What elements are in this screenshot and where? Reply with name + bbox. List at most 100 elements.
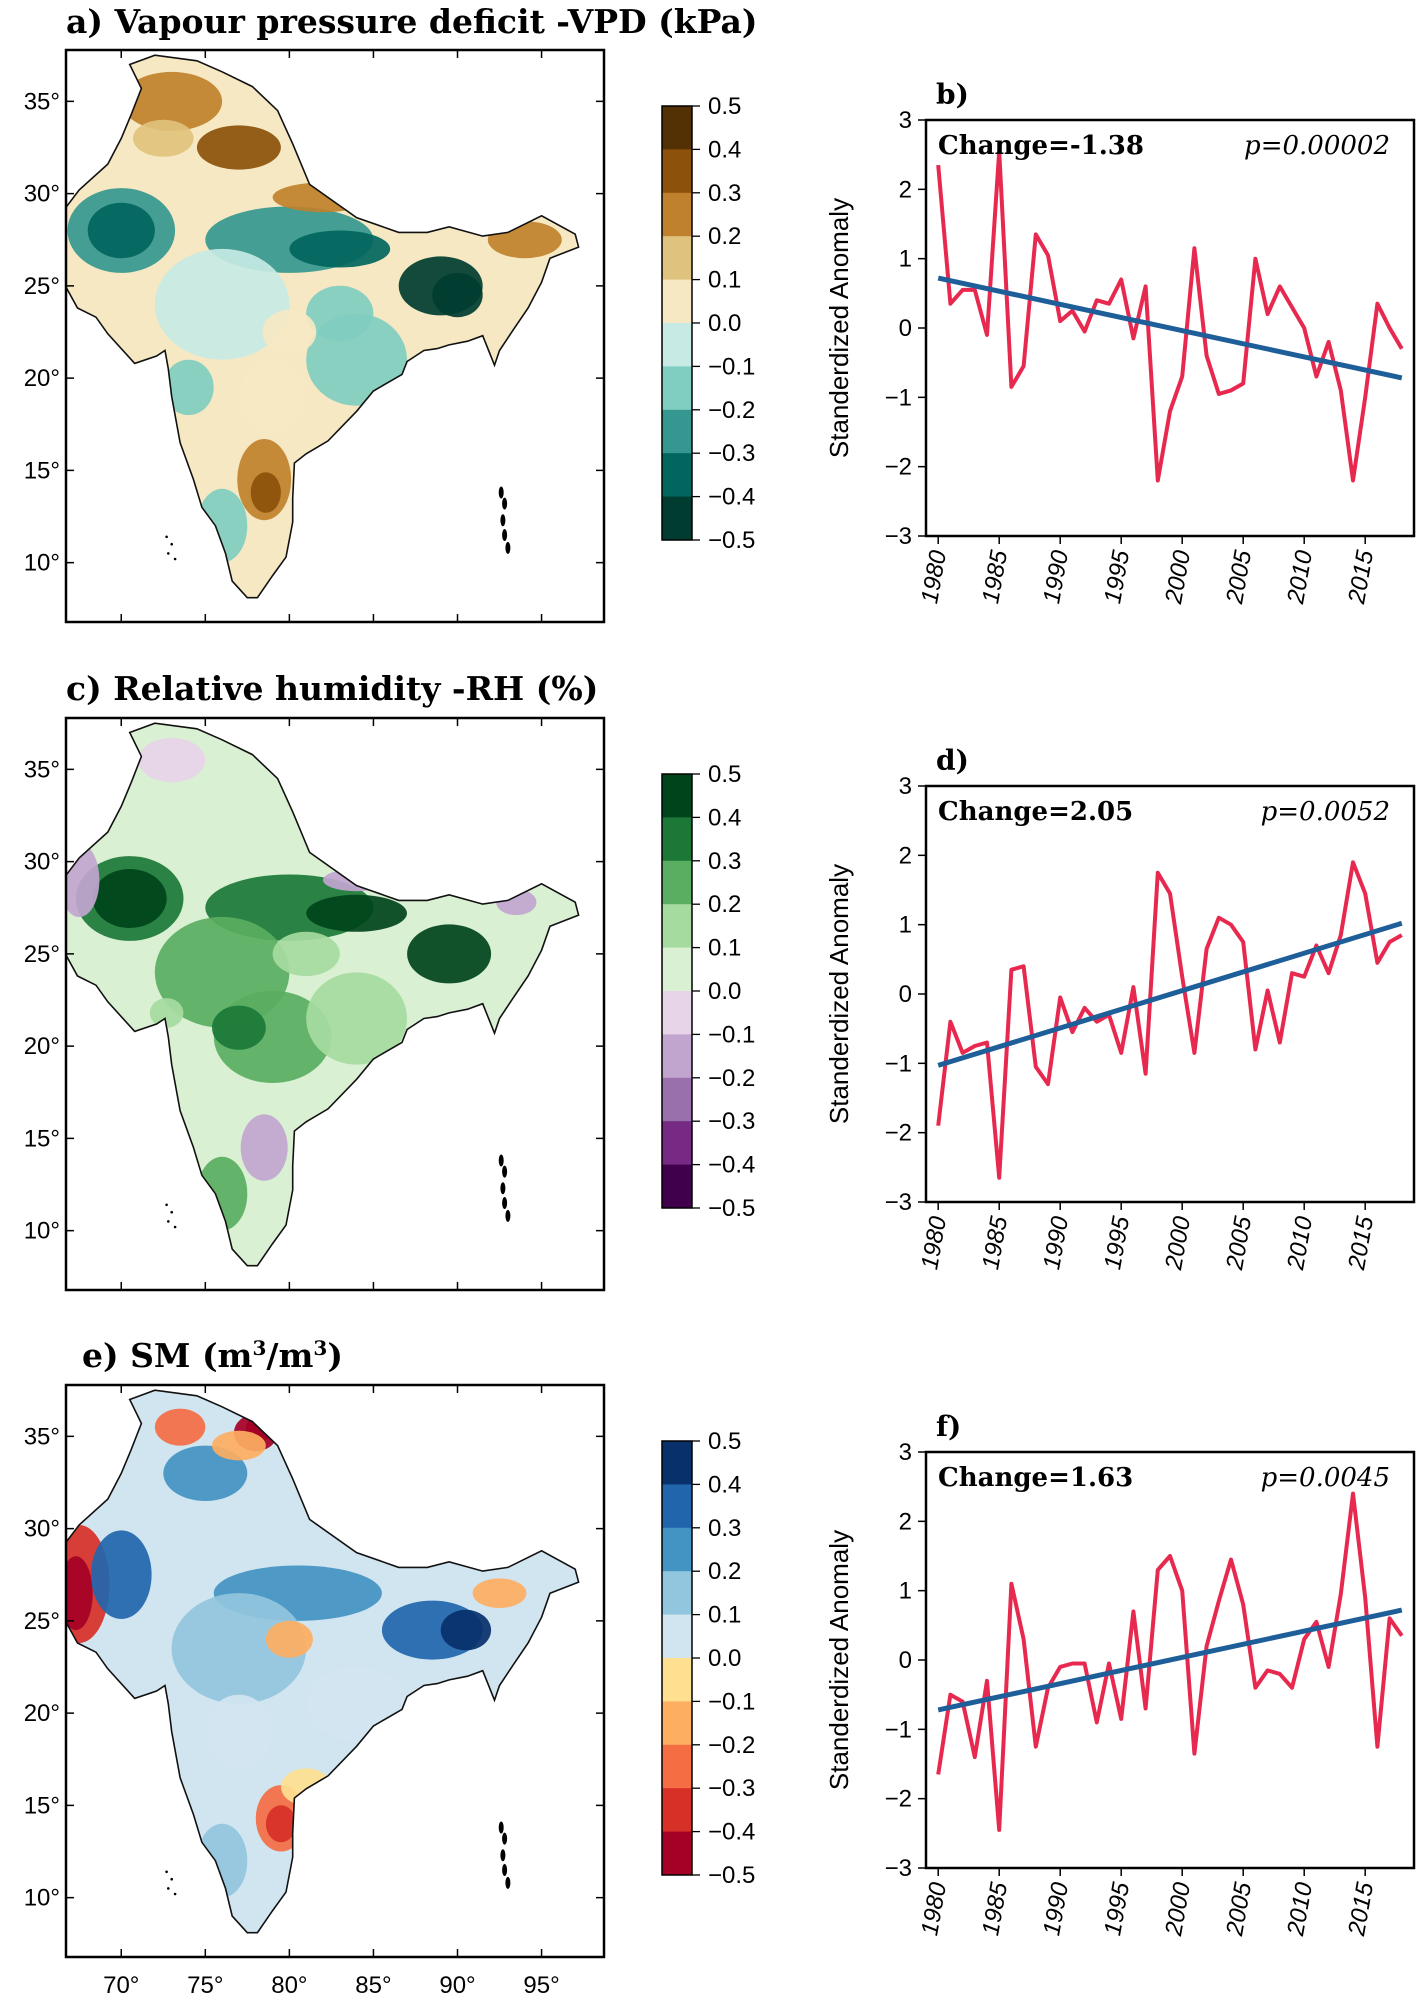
- y-tick-label: 2: [899, 176, 912, 203]
- anomaly-patch: [154, 248, 290, 360]
- vpd-map-title: a) Vapour pressure deficit -VPD (kPa): [66, 2, 758, 41]
- colorbar-band: [662, 323, 692, 367]
- y-tick-label: −3: [885, 523, 912, 550]
- colorbar-tick-label: 0.4: [708, 1471, 741, 1498]
- island: [498, 1154, 504, 1167]
- island: [500, 514, 506, 527]
- x-tick-label: 1990: [1038, 548, 1074, 606]
- anomaly-patch: [66, 1556, 93, 1631]
- island: [170, 1210, 173, 1214]
- colorbar-tick-label: −0.3: [708, 1775, 755, 1802]
- sm-colorbar: 0.5 0.4 0.3 0.2 0.1 0.0 −0.1 −0.2 −0.3 −0.4 −0.5: [661, 1428, 755, 1889]
- vpd-colorbar: 0.5 0.4 0.3 0.2 0.1 0.0 −0.1 −0.2 −0.3 −0.4 −0.5: [661, 93, 755, 554]
- y-axis-title: Standerdized Anomaly: [824, 198, 854, 458]
- y-tick-label: 1: [899, 246, 912, 273]
- colorbar-tick-label: −0.2: [708, 1732, 755, 1759]
- x-tick-label: 1990: [1038, 1880, 1074, 1938]
- colorbar-tick-label: 0.4: [708, 136, 741, 163]
- vpd-map-panel: a) Vapour pressure deficit -VPD (kPa) 35…: [24, 2, 758, 624]
- x-tick-label: 2015: [1343, 548, 1379, 607]
- colorbar-tick-label: −0.1: [708, 1688, 755, 1715]
- anomaly-series-line: [936, 860, 1403, 1180]
- x-tick-label: 2010: [1282, 1214, 1318, 1273]
- colorbar-band: [662, 453, 692, 498]
- colorbar-band: [662, 149, 692, 194]
- anomaly-patch: [265, 1805, 297, 1843]
- p-value-annotation: p=0.0045: [1261, 1463, 1390, 1493]
- island: [502, 1197, 508, 1209]
- x-tick-label: 1980: [916, 548, 952, 606]
- change-annotation: Change=2.05: [938, 797, 1133, 827]
- colorbar-band: [662, 1077, 692, 1122]
- lat-tick-label: 25°: [24, 1608, 60, 1635]
- colorbar-tick-label: 0.3: [708, 848, 741, 875]
- anomaly-field: [66, 1408, 527, 1898]
- colorbar-band: [662, 1121, 692, 1166]
- anomaly-patch: [250, 472, 281, 513]
- x-tick-label: 2000: [1160, 1214, 1196, 1273]
- anomaly-patch: [212, 1430, 266, 1461]
- anomaly-patch: [121, 71, 223, 131]
- colorbar-tick-label: 0.4: [708, 804, 741, 831]
- y-tick-label: 0: [899, 981, 912, 1008]
- colorbar-band: [662, 904, 692, 949]
- anomaly-patch: [133, 119, 194, 157]
- y-tick-label: 2: [899, 842, 912, 869]
- colorbar-band: [662, 106, 692, 150]
- lon-tick-label: 70°: [103, 1972, 139, 1999]
- colorbar-band: [662, 1701, 692, 1746]
- lon-tick-label: 85°: [355, 1972, 391, 1999]
- p-value-annotation: p=0.0052: [1261, 797, 1390, 827]
- x-tick-label: 1985: [977, 548, 1013, 606]
- lat-tick-label: 25°: [24, 273, 60, 300]
- anomaly-patch: [432, 273, 483, 318]
- anomaly-patch: [306, 972, 407, 1065]
- island: [173, 1225, 177, 1229]
- colorbar-tick-label: −0.3: [708, 1108, 755, 1135]
- island: [500, 1182, 506, 1195]
- lon-tick-label: 75°: [187, 1972, 223, 1999]
- y-axis-title: Standerdized Anomaly: [824, 1530, 854, 1790]
- colorbar-tick-label: 0.0: [708, 310, 741, 337]
- island: [170, 1877, 173, 1881]
- change-annotation: Change=1.63: [938, 1463, 1133, 1493]
- lon-tick-label: 95°: [523, 1972, 559, 1999]
- y-tick-label: 1: [899, 1578, 912, 1605]
- y-tick-label: 0: [899, 315, 912, 342]
- country-border: [66, 722, 580, 1267]
- colorbar-tick-label: −0.2: [708, 397, 755, 424]
- island: [505, 1209, 511, 1222]
- y-tick-label: −1: [885, 1050, 912, 1077]
- island: [165, 535, 168, 539]
- colorbar-band: [662, 1614, 692, 1659]
- island: [165, 1870, 168, 1874]
- lat-tick-label: 30°: [24, 849, 60, 876]
- island: [167, 1220, 170, 1223]
- y-tick-label: −2: [885, 454, 912, 481]
- colorbar-band: [662, 1571, 692, 1616]
- anomaly-series-line: [936, 1491, 1404, 1832]
- rh-colorbar: 0.5 0.4 0.3 0.2 0.1 0.0 −0.1 −0.2 −0.3 −0.4 −0.5: [661, 761, 755, 1222]
- island: [167, 552, 170, 555]
- lat-tick-label: 15°: [24, 1125, 60, 1152]
- colorbar-tick-label: −0.5: [708, 527, 755, 554]
- anomaly-patch: [472, 1578, 527, 1608]
- lat-tick-label: 10°: [24, 1885, 60, 1912]
- island: [502, 529, 508, 541]
- y-tick-label: −2: [885, 1120, 912, 1147]
- anomaly-patch: [262, 309, 317, 355]
- colorbar-band: [662, 1484, 692, 1529]
- x-tick-label: 2005: [1221, 1214, 1257, 1273]
- anomaly-patch: [240, 1114, 288, 1181]
- rh-map-title: c) Relative humidity -RH (%): [66, 669, 598, 708]
- colorbar-tick-label: 0.5: [708, 761, 741, 788]
- x-tick-label: 1985: [977, 1214, 1013, 1272]
- rh-map-panel: c) Relative humidity -RH (%) 35° 30° 25° 20…: [24, 669, 755, 1292]
- land-base: [66, 1390, 579, 1933]
- colorbar-band: [662, 947, 692, 992]
- anomaly-patch: [171, 1593, 307, 1704]
- x-tick-label: 2000: [1160, 548, 1196, 607]
- island: [173, 557, 177, 561]
- colorbar-tick-label: −0.4: [708, 484, 755, 511]
